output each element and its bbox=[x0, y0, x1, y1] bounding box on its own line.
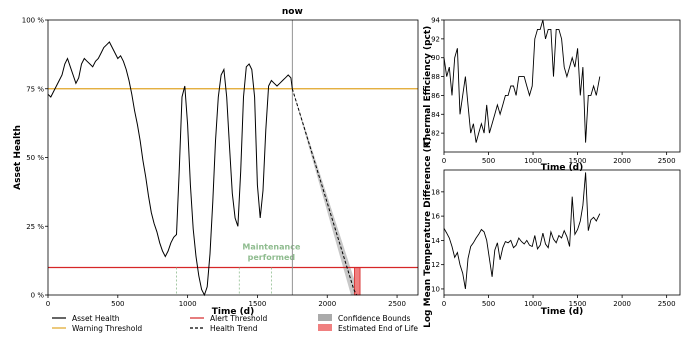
thermal-efficiency-plot: 0 500 1000 1500 2000 2500 82 84 86 88 90 92 94 Time (… bbox=[423, 17, 681, 173]
legend-alert-threshold-label: Alert Threshold bbox=[210, 314, 267, 323]
plot-frame bbox=[443, 19, 681, 153]
x-tick-label: 1000 bbox=[524, 157, 542, 165]
legend: Asset Health Alert Threshold Confidence Bo… bbox=[52, 314, 418, 333]
y-tick-label: 75 % bbox=[26, 85, 44, 93]
legend-end-of-life-swatch bbox=[318, 324, 332, 331]
y-tick-label: 90 bbox=[431, 54, 440, 62]
maintenance-label-line2: performed bbox=[248, 253, 296, 262]
y-tick-label: 14 bbox=[431, 237, 440, 245]
x-tick-label: 2500 bbox=[388, 300, 406, 308]
x-axis-label: Time (d) bbox=[212, 307, 255, 317]
legend-health-trend-label: Health Trend bbox=[210, 324, 258, 333]
x-tick-label: 0 bbox=[442, 300, 446, 308]
y-tick-label: 18 bbox=[431, 188, 440, 196]
legend-warning-threshold-label: Warning Threshold bbox=[72, 324, 142, 333]
legend-end-of-life-label: Estimated End of Life bbox=[338, 324, 418, 333]
x-tick-label: 1500 bbox=[249, 300, 267, 308]
plot-frame bbox=[443, 169, 681, 296]
x-tick-label: 1500 bbox=[569, 300, 587, 308]
x-tick-label: 2500 bbox=[658, 300, 676, 308]
end-of-life-band bbox=[354, 267, 361, 296]
y-tick-label: 16 bbox=[431, 213, 440, 221]
thermal-efficiency-line bbox=[443, 19, 601, 143]
y-tick-label: 86 bbox=[431, 92, 440, 100]
x-tick-label: 2000 bbox=[613, 157, 631, 165]
y-tick-label: 50 % bbox=[26, 154, 44, 162]
y-axis-label: Thermal Efficiency (pct) bbox=[423, 26, 433, 147]
x-axis-label: Time (d) bbox=[541, 163, 584, 173]
x-axis-label: Time (d) bbox=[541, 307, 584, 317]
y-tick-label: 92 bbox=[431, 35, 440, 43]
x-tick-label: 500 bbox=[111, 300, 124, 308]
x-tick-label: 1000 bbox=[179, 300, 197, 308]
legend-confidence-bounds-swatch bbox=[318, 314, 332, 321]
x-tick-label: 2500 bbox=[658, 157, 676, 165]
y-tick-label: 25 % bbox=[26, 223, 44, 231]
x-tick-label: 2000 bbox=[613, 300, 631, 308]
x-tick-label: 500 bbox=[482, 157, 495, 165]
x-tick-label: 2000 bbox=[318, 300, 336, 308]
y-axis-label: Log Mean Temperature Difference (K) bbox=[423, 137, 433, 328]
legend-asset-health-label: Asset Health bbox=[72, 314, 120, 323]
y-tick-label: 10 bbox=[431, 285, 440, 293]
x-tick-label: 500 bbox=[482, 300, 495, 308]
y-tick-label: 82 bbox=[431, 130, 440, 138]
now-label: now bbox=[282, 7, 303, 17]
lmtd-line bbox=[443, 172, 601, 289]
lmtd-plot: 0 500 1000 1500 2000 2500 10 12 14 16 18 Time (d) Lo… bbox=[423, 137, 681, 328]
y-tick-label: 0 % bbox=[31, 292, 45, 300]
y-tick-label: 88 bbox=[431, 73, 440, 81]
x-tick-label: 1500 bbox=[569, 157, 587, 165]
asset-health-line bbox=[47, 41, 293, 297]
legend-confidence-bounds-label: Confidence Bounds bbox=[338, 314, 411, 323]
x-tick-label: 1000 bbox=[524, 300, 542, 308]
x-tick-label: 0 bbox=[442, 157, 446, 165]
y-tick-label: 12 bbox=[431, 261, 440, 269]
y-tick-label: 94 bbox=[431, 17, 440, 25]
y-axis-label: Asset Health bbox=[13, 125, 23, 190]
y-tick-label: 100 % bbox=[22, 17, 45, 25]
maintenance-label-line1: Maintenance bbox=[242, 243, 301, 252]
y-tick-label: 84 bbox=[431, 111, 440, 119]
plot-frame bbox=[47, 19, 419, 296]
x-tick-label: 0 bbox=[46, 300, 50, 308]
confidence-bounds-area bbox=[292, 88, 360, 295]
